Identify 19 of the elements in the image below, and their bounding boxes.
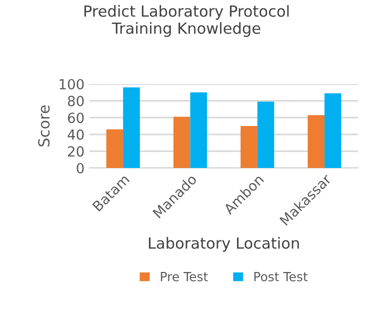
bar (257, 102, 274, 168)
y-tick-label: 20 (68, 146, 84, 157)
y-tick-label: 80 (68, 96, 84, 106)
x-axis-title: Laboratory Location (148, 237, 299, 252)
legend-label: Pre Test (160, 272, 208, 282)
y-tick-label: 0 (76, 162, 84, 174)
bar (324, 93, 342, 168)
y-tick-label: 40 (68, 129, 84, 140)
bar (240, 126, 258, 168)
legend-label: Post Test (254, 272, 308, 282)
bar (173, 116, 190, 168)
y-tick-label: 100 (60, 78, 84, 90)
chart-title: Predict Laboratory Protocol Training Knowledge (84, 5, 289, 37)
y-axis-title: Score (38, 105, 50, 146)
bar (123, 87, 140, 168)
bar (190, 92, 208, 168)
bar (106, 129, 124, 168)
y-tick-label: 60 (68, 112, 84, 124)
bar (308, 115, 325, 168)
